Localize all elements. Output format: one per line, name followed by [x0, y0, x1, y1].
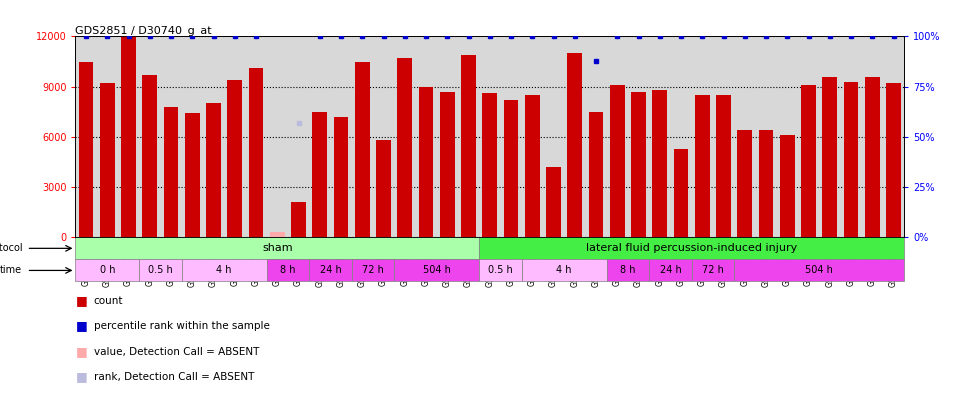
Text: 0.5 h: 0.5 h — [488, 265, 513, 275]
Bar — [717, 95, 731, 237]
Bar — [801, 85, 816, 237]
Bar — [568, 53, 582, 237]
Text: ■: ■ — [75, 370, 87, 383]
Text: rank, Detection Call = ABSENT: rank, Detection Call = ABSENT — [94, 372, 254, 382]
Bar — [695, 95, 710, 237]
Text: 24 h: 24 h — [659, 265, 682, 275]
Text: ■: ■ — [75, 319, 87, 332]
Bar — [674, 149, 689, 237]
Bar — [139, 259, 182, 281]
Bar — [185, 113, 200, 237]
Bar — [886, 83, 901, 237]
Bar — [864, 77, 880, 237]
Text: 8 h: 8 h — [280, 265, 296, 275]
Text: value, Detection Call = ABSENT: value, Detection Call = ABSENT — [94, 347, 259, 357]
Bar — [480, 237, 904, 259]
Bar — [291, 202, 306, 237]
Text: 4 h: 4 h — [217, 265, 232, 275]
Bar — [142, 75, 158, 237]
Bar — [75, 259, 139, 281]
Bar — [691, 259, 734, 281]
Text: 72 h: 72 h — [702, 265, 724, 275]
Bar — [121, 36, 136, 237]
Bar — [483, 94, 497, 237]
Bar — [546, 167, 561, 237]
Text: 24 h: 24 h — [319, 265, 341, 275]
Bar — [779, 135, 795, 237]
Bar — [249, 68, 263, 237]
Bar — [355, 62, 369, 237]
Bar — [227, 80, 242, 237]
Bar — [610, 85, 625, 237]
Bar — [631, 92, 646, 237]
Bar — [376, 140, 391, 237]
Text: ■: ■ — [75, 294, 87, 307]
Text: sham: sham — [262, 243, 293, 254]
Text: 0 h: 0 h — [100, 265, 115, 275]
Text: 504 h: 504 h — [806, 265, 834, 275]
Bar — [738, 130, 752, 237]
Bar — [734, 259, 904, 281]
Bar — [75, 237, 480, 259]
Bar — [649, 259, 691, 281]
Text: time: time — [0, 265, 22, 275]
Text: count: count — [94, 296, 124, 306]
Text: percentile rank within the sample: percentile rank within the sample — [94, 321, 270, 331]
Text: 8 h: 8 h — [620, 265, 635, 275]
Bar — [100, 83, 115, 237]
Bar — [504, 100, 518, 237]
Bar — [440, 92, 454, 237]
Text: GDS2851 / D30740_g_at: GDS2851 / D30740_g_at — [75, 26, 212, 36]
Bar — [461, 55, 476, 237]
Bar — [352, 259, 395, 281]
Bar — [312, 112, 327, 237]
Bar — [822, 77, 837, 237]
Bar — [163, 107, 179, 237]
Bar — [78, 62, 94, 237]
Bar — [267, 259, 309, 281]
Bar — [397, 58, 412, 237]
Bar — [309, 259, 352, 281]
Bar — [521, 259, 606, 281]
Text: lateral fluid percussion-induced injury: lateral fluid percussion-induced injury — [586, 243, 797, 254]
Bar — [270, 232, 284, 237]
Text: ■: ■ — [75, 345, 87, 358]
Bar — [182, 259, 267, 281]
Bar — [525, 95, 540, 237]
Bar — [606, 259, 649, 281]
Bar — [480, 259, 521, 281]
Text: 4 h: 4 h — [556, 265, 571, 275]
Bar — [334, 117, 348, 237]
Text: 0.5 h: 0.5 h — [148, 265, 173, 275]
Bar — [653, 90, 667, 237]
Bar — [589, 112, 603, 237]
Text: protocol: protocol — [0, 243, 22, 254]
Bar — [419, 87, 433, 237]
Bar — [843, 82, 859, 237]
Bar — [206, 103, 221, 237]
Text: 72 h: 72 h — [362, 265, 384, 275]
Bar — [395, 259, 480, 281]
Bar — [758, 130, 774, 237]
Text: 504 h: 504 h — [423, 265, 451, 275]
